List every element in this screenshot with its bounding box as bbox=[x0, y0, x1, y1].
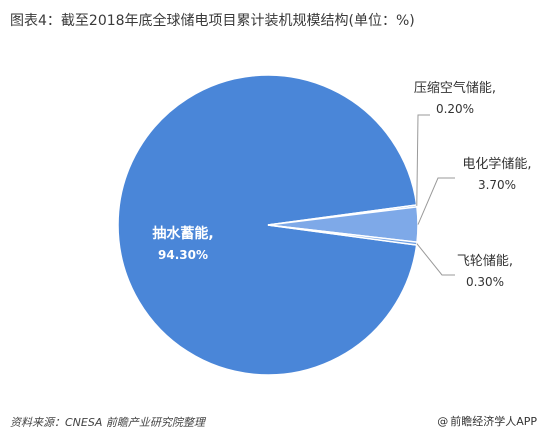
label-flywheel-value: 0.30% bbox=[466, 275, 504, 289]
leader-line-compressed-air bbox=[416, 114, 430, 206]
label-electrochemical-name: 电化学储能, bbox=[462, 156, 531, 172]
chart-title: 图表4：截至2018年底全球储电项目累计装机规模结构(单位：%) bbox=[10, 13, 415, 29]
brand-symbol: @ bbox=[437, 415, 449, 428]
label-pumped-hydro-value: 94.30% bbox=[158, 248, 208, 262]
label-compressed-air-value: 0.20% bbox=[436, 102, 474, 116]
leader-lines bbox=[416, 114, 455, 276]
slice-labels: 抽水蓄能, 94.30% 压缩空气储能, 0.20% 电化学储能, 3.70% 飞轮储能, 0… bbox=[152, 80, 531, 289]
label-flywheel-name: 飞轮储能, bbox=[457, 254, 513, 269]
label-compressed-air-name: 压缩空气储能, bbox=[414, 80, 496, 96]
leader-line-electrochemical bbox=[417, 177, 455, 225]
pie-slices bbox=[117, 74, 419, 376]
brand-name: 前瞻经济学人APP bbox=[450, 415, 537, 428]
label-electrochemical-value: 3.70% bbox=[478, 178, 516, 192]
leader-line-flywheel bbox=[416, 243, 455, 276]
source-note: 资料来源：CNESA 前瞻产业研究院整理 bbox=[10, 416, 205, 429]
slice-flywheel bbox=[267, 224, 418, 246]
brand-credit: @ 前瞻经济学人APP bbox=[437, 413, 537, 429]
slice-pumped-hydro bbox=[117, 74, 418, 376]
label-pumped-hydro-name: 抽水蓄能, bbox=[152, 225, 213, 242]
